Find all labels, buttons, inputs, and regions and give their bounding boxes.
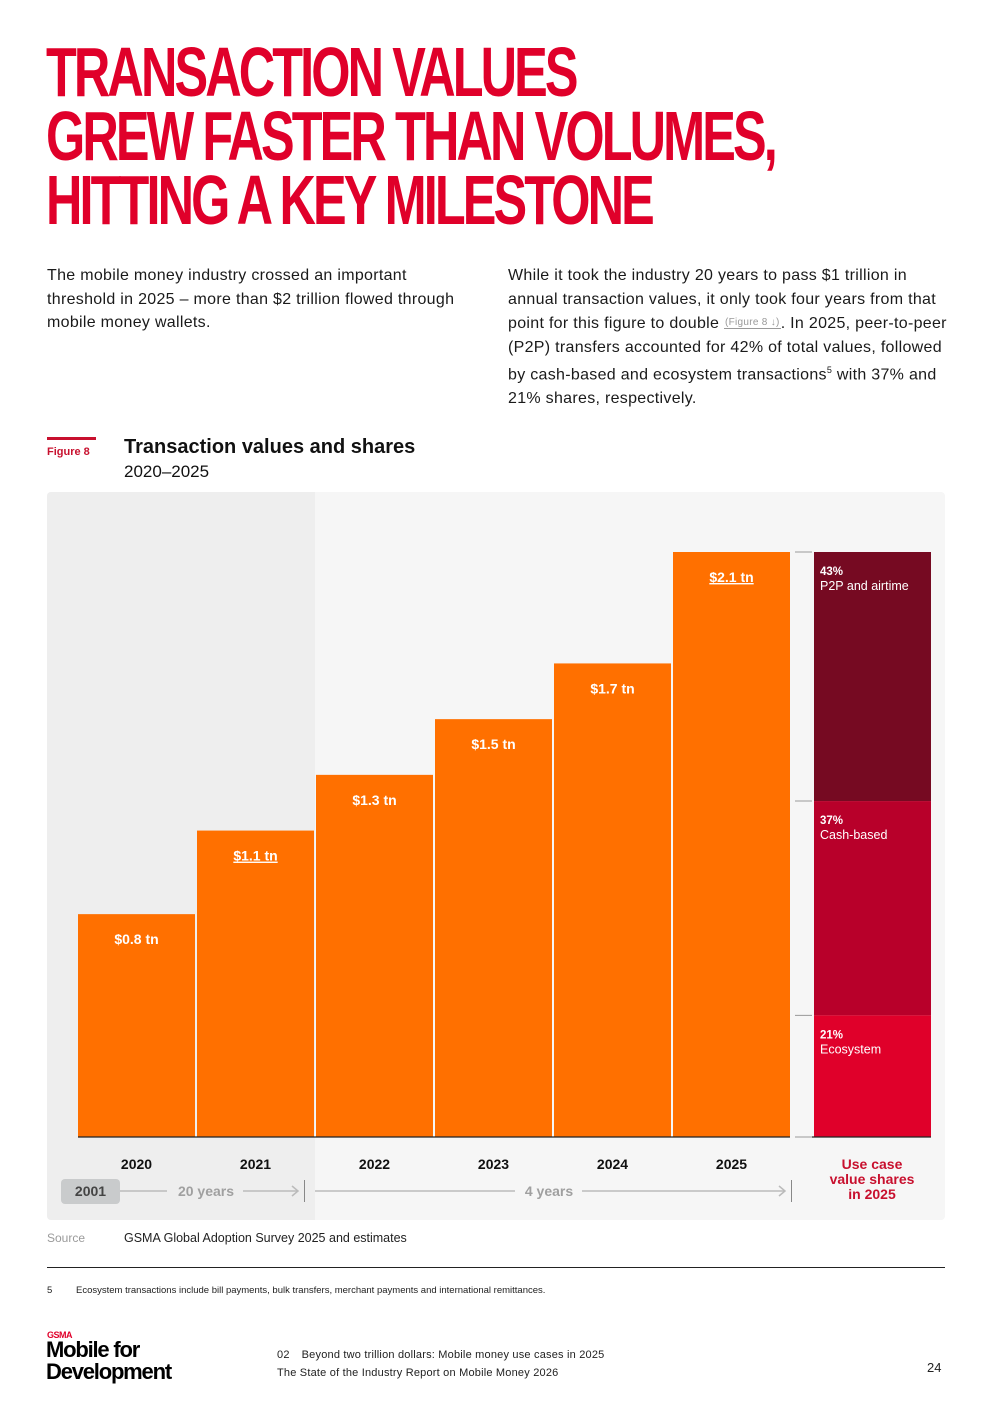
data-label-2022: $1.3 tn (352, 792, 396, 808)
arrow-right-icon (291, 1185, 300, 1197)
timeline-span1-label: 20 years (178, 1183, 234, 1199)
data-label-2023: $1.5 tn (471, 736, 515, 752)
logo-line: Development (46, 1359, 172, 1384)
figure-subtitle: 2020–2025 (124, 462, 210, 481)
intro-text: . In 2025, peer-to-peer (P2P) transfers … (508, 315, 947, 384)
x-tick-label-2023: 2023 (478, 1156, 509, 1172)
share-name-cash-based: Cash-based (820, 828, 887, 842)
logo-line: Mobile for (46, 1337, 140, 1362)
report-title: The State of the Industry Report on Mobi… (277, 1367, 559, 1379)
timeline-start-label: 2001 (75, 1183, 106, 1199)
page-number: 24 (927, 1360, 942, 1375)
bar-2023 (435, 719, 552, 1137)
share-caption-line: in 2025 (848, 1186, 896, 1202)
x-tick-label-2022: 2022 (359, 1156, 390, 1172)
headline-line: Transaction values (46, 33, 579, 111)
arrow-right-icon (778, 1185, 787, 1197)
headline-line: grew faster than volumes, (46, 97, 778, 175)
bar-2022 (316, 774, 433, 1137)
intro-text: While it took the industry 20 years to p… (508, 267, 936, 332)
headline-line: hitting a key milestone (46, 161, 655, 239)
mobile-for-development-logo: Mobile for Development (46, 1337, 172, 1384)
figure-title: Transaction values and shares (124, 436, 416, 458)
intro-text: with 37% and 21% shares, respectively. (508, 366, 937, 407)
share-segment-cash-based (814, 801, 931, 1016)
data-label-2024: $1.7 tn (590, 680, 634, 696)
footnote-divider (47, 1267, 945, 1268)
timeline-span2-label: 4 years (525, 1183, 573, 1199)
share-caption-line: value shares (830, 1171, 915, 1187)
section-number: 02 (277, 1349, 290, 1361)
bar-2021 (197, 830, 314, 1137)
data-label-2020: $0.8 tn (114, 931, 158, 947)
share-name-p2p-and-airtime: P2P and airtime (820, 579, 909, 593)
page-headline: Transaction values grew faster than volu… (46, 33, 778, 239)
bar-2025 (673, 552, 790, 1137)
bar-2024 (554, 663, 671, 1137)
share-caption-line: Use case (842, 1156, 903, 1172)
x-tick-label-2025: 2025 (716, 1156, 747, 1172)
intro-right-paragraph: While it took the industry 20 years to p… (508, 264, 953, 410)
footer-section: 02 Beyond two trillion dollars: Mobile mo… (277, 1349, 604, 1361)
gsma-logo: GSMA (47, 1330, 73, 1340)
section-title[interactable]: Beyond two trillion dollars: Mobile mone… (301, 1349, 605, 1361)
x-tick-label-2021: 2021 (240, 1156, 271, 1172)
intro-left-paragraph: The mobile money industry crossed an imp… (47, 267, 455, 331)
share-segment-ecosystem (814, 1015, 931, 1137)
footnote-text: Ecosystem transactions include bill paym… (76, 1285, 546, 1296)
x-tick-label-2020: 2020 (121, 1156, 152, 1172)
footnote-marker[interactable]: 5 (826, 365, 833, 375)
footnote-number: 5 (47, 1285, 53, 1296)
x-tick-label-2024: 2024 (597, 1156, 628, 1172)
share-segment-p2p-and-airtime (814, 552, 931, 802)
share-pct-p2p-and-airtime: 43% (820, 566, 843, 578)
share-name-ecosystem: Ecosystem (820, 1042, 881, 1056)
source-text: GSMA Global Adoption Survey 2025 and est… (124, 1231, 407, 1245)
data-label-2025: $2.1 tn (709, 569, 753, 585)
source-label: Source (47, 1231, 86, 1245)
share-pct-ecosystem: 21% (820, 1029, 843, 1041)
share-pct-cash-based: 37% (820, 815, 843, 827)
data-label-2021: $1.1 tn (233, 848, 277, 864)
figure-8-link[interactable]: (Figure 8 ↓) (723, 317, 781, 329)
timeline-start-badge (61, 1179, 120, 1204)
figure-label: Figure 8 (47, 437, 96, 458)
bar-2020 (78, 914, 195, 1137)
